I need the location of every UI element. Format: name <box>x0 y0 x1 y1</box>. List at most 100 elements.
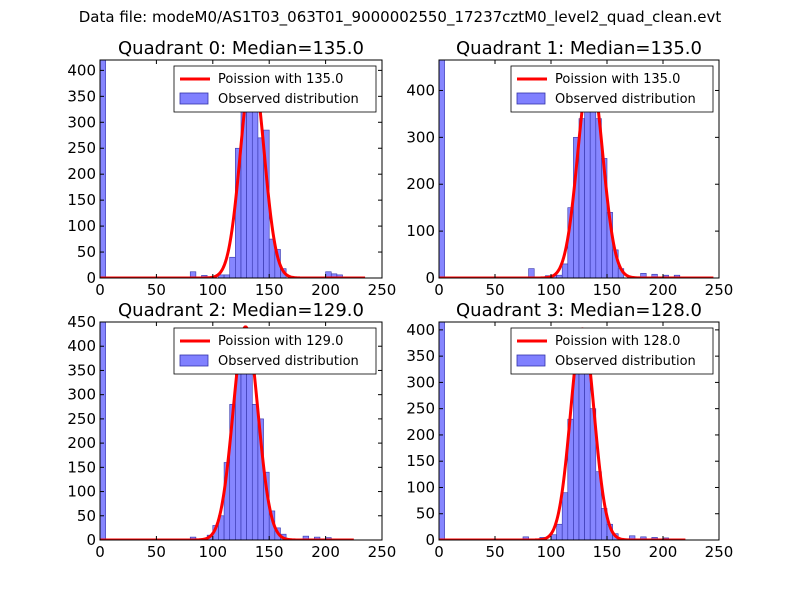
x-tick-label: 150 <box>593 543 622 561</box>
y-tick-label: 400 <box>406 81 435 99</box>
histogram-bar <box>573 366 580 540</box>
histogram-bar <box>251 404 259 540</box>
axes-frame <box>438 321 720 541</box>
x-tick-label: 200 <box>649 543 678 561</box>
x-tick-label: 0 <box>434 281 444 299</box>
legend-bar-swatch <box>179 92 209 105</box>
plot-area <box>439 60 715 278</box>
subplot-quadrant-3: 0 50 100 150 200 250 0 50 100 150 200 250 300 350 400 Q… <box>406 300 733 561</box>
x-tick-label: 150 <box>593 281 622 299</box>
poisson-curve <box>439 327 687 540</box>
poisson-curve <box>439 68 715 278</box>
histogram-bar <box>528 268 535 278</box>
y-tick-label: 350 <box>406 347 435 365</box>
plot-area <box>100 60 367 278</box>
y-tick-label: 300 <box>406 373 435 391</box>
poisson-curve <box>100 67 367 278</box>
x-tick-label: 250 <box>368 281 397 299</box>
x-tick-label: 100 <box>198 281 227 299</box>
legend-bar-swatch <box>516 354 546 367</box>
x-tick-label: 100 <box>537 281 566 299</box>
histogram-bar <box>439 322 445 540</box>
y-tick-label: 200 <box>67 165 96 183</box>
histogram-bar <box>561 492 569 540</box>
y-tick-label: 400 <box>67 61 96 79</box>
histogram-bar <box>561 263 569 278</box>
legend: Poission with 135.0 Observed distribution <box>173 65 377 113</box>
y-tick-label: 200 <box>406 175 435 193</box>
x-tick-label: 100 <box>198 543 227 561</box>
y-tick-label: 100 <box>67 483 96 501</box>
y-tick-label: 250 <box>67 139 96 157</box>
histogram-bar <box>229 256 236 278</box>
histogram-bar <box>640 536 647 540</box>
legend-entry-poisson: Poission with 128.0 <box>555 334 680 349</box>
x-tick-label: 200 <box>649 281 678 299</box>
y-tick-label: 0 <box>425 531 435 549</box>
x-tick-label: 50 <box>147 543 166 561</box>
y-tick-label: 100 <box>67 217 96 235</box>
subplot-title: Quadrant 0: Median=135.0 <box>118 38 364 59</box>
histogram-bar <box>302 535 309 540</box>
legend: Poission with 135.0 Observed distribution <box>510 65 714 113</box>
axes-frame <box>438 59 720 279</box>
histogram-bar <box>439 60 445 278</box>
subplot-title: Quadrant 1: Median=135.0 <box>456 38 702 59</box>
axes-frame <box>99 59 383 279</box>
x-tick-label: 100 <box>537 543 566 561</box>
y-tick-label: 0 <box>425 269 435 287</box>
subplot-quadrant-0: 0 50 100 150 200 250 0 50 100 150 200 250 300 350 400 Q… <box>67 38 396 299</box>
y-tick-label: 200 <box>67 434 96 452</box>
y-tick-label: 400 <box>406 321 435 339</box>
y-tick-label: 300 <box>67 113 96 131</box>
y-tick-label: 0 <box>86 269 96 287</box>
poisson-curve <box>100 325 355 540</box>
y-tick-label: 350 <box>67 87 96 105</box>
x-tick-label: 250 <box>705 543 734 561</box>
y-tick-label: 400 <box>67 337 96 355</box>
y-tick-label: 300 <box>406 128 435 146</box>
subplot-title: Quadrant 3: Median=128.0 <box>456 300 702 321</box>
subplot-quadrant-1: 0 50 100 150 200 250 0 100 200 300 400 Quadrant 1: … <box>406 38 733 299</box>
plot-area <box>439 322 687 540</box>
y-tick-label: 150 <box>67 458 96 476</box>
y-tick-label: 50 <box>77 243 96 261</box>
x-tick-label: 150 <box>255 281 284 299</box>
histogram-bar <box>550 534 557 540</box>
legend-bar-swatch <box>516 92 546 105</box>
legend-entry-poisson: Poission with 129.0 <box>218 334 343 349</box>
histogram-bar <box>584 101 591 278</box>
legend-entry-poisson: Poission with 135.0 <box>218 72 343 87</box>
legend: Poission with 128.0 Observed distribution <box>510 327 714 375</box>
histogram-bar <box>589 92 597 278</box>
histogram-bar <box>629 535 636 540</box>
x-tick-label: 250 <box>368 543 397 561</box>
figure-suptitle: Data file: modeM0/AS1T03_063T01_90000025… <box>78 8 722 26</box>
legend-entry-poisson: Poission with 135.0 <box>555 72 680 87</box>
y-tick-label: 50 <box>77 507 96 525</box>
histogram-bar <box>100 60 106 278</box>
histogram-bar <box>235 372 242 540</box>
legend-bar-swatch <box>179 354 209 367</box>
histogram-bar <box>522 536 529 540</box>
x-tick-label: 250 <box>705 281 734 299</box>
x-tick-label: 0 <box>95 281 105 299</box>
histogram-bar <box>251 106 259 278</box>
x-tick-label: 50 <box>147 281 166 299</box>
x-tick-label: 0 <box>95 543 105 561</box>
y-tick-label: 0 <box>86 531 96 549</box>
y-tick-label: 150 <box>406 452 435 470</box>
y-tick-label: 50 <box>416 505 435 523</box>
y-tick-label: 100 <box>406 478 435 496</box>
histogram-bar <box>556 523 563 540</box>
x-tick-label: 50 <box>485 543 504 561</box>
x-tick-label: 0 <box>434 543 444 561</box>
histogram-bar <box>246 350 253 540</box>
y-tick-label: 100 <box>406 222 435 240</box>
histogram-bar <box>100 322 106 540</box>
y-tick-label: 300 <box>67 386 96 404</box>
legend-entry-observed: Observed distribution <box>218 354 359 369</box>
x-tick-label: 150 <box>255 543 284 561</box>
subplot-quadrant-2: 0 50 100 150 200 250 0 50 100 150 200 250 300 350 400 4… <box>67 300 396 561</box>
